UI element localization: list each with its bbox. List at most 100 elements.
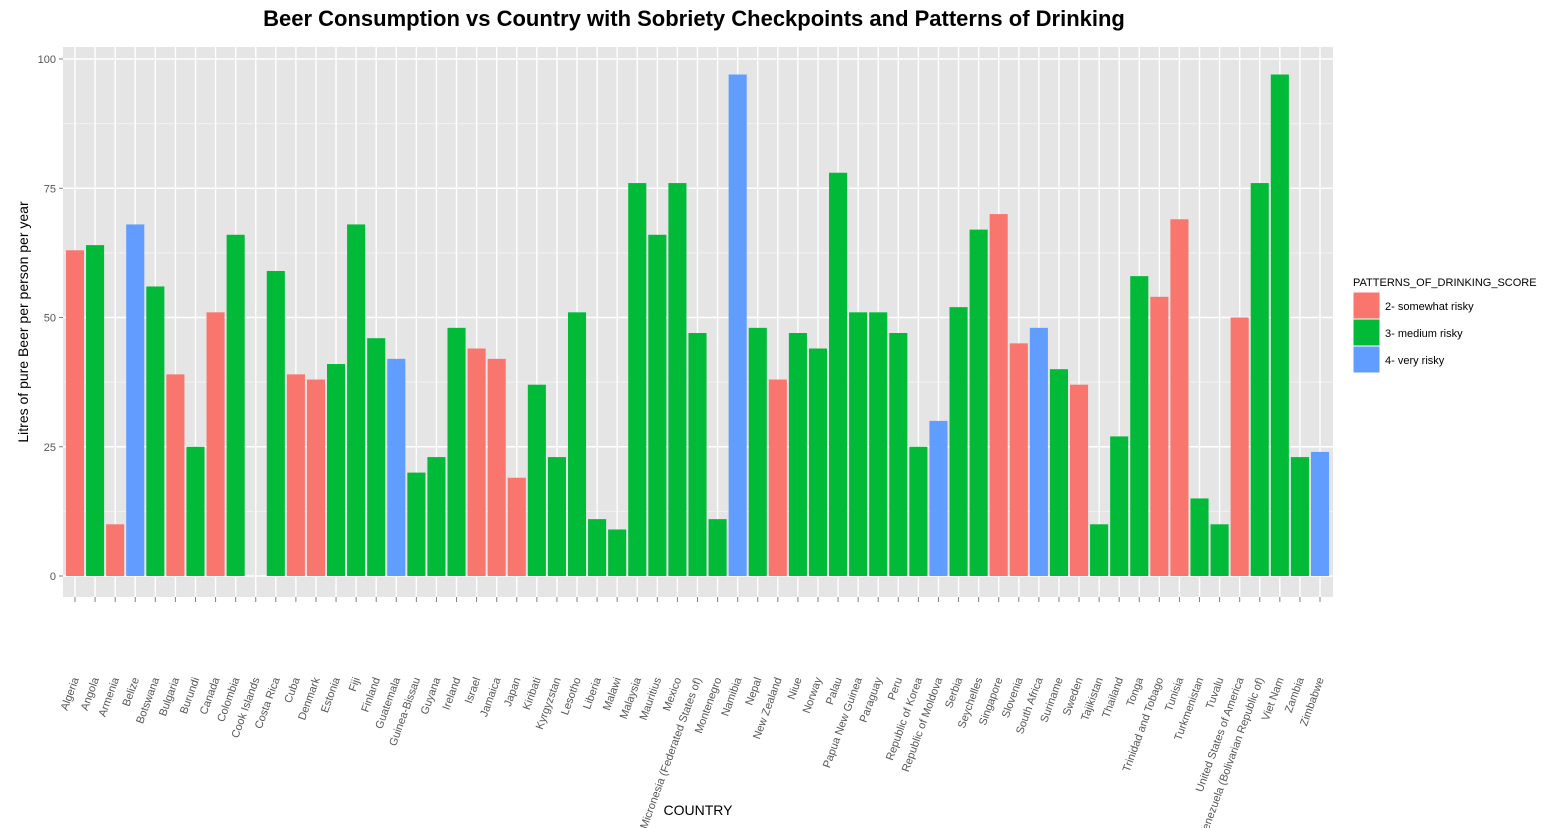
x-tick-label: Nepal [743, 676, 764, 707]
y-tick-label: 25 [44, 442, 56, 454]
x-tick-label: Kiribati [521, 676, 544, 712]
bar [1170, 219, 1189, 576]
bar [1310, 451, 1330, 576]
bar [588, 519, 607, 576]
x-tick-label: Serbia [943, 675, 965, 710]
bar [347, 224, 366, 576]
chart-title: Beer Consumption vs Country with Sobriet… [263, 6, 1125, 31]
bar [1110, 436, 1129, 576]
x-tick-label: Israel [463, 676, 483, 705]
bar [748, 327, 767, 576]
y-axis: 0 25 50 75 100 [38, 54, 63, 583]
bar [808, 348, 828, 576]
bar [447, 327, 466, 576]
bar [467, 348, 486, 576]
bar [65, 250, 85, 577]
bar [286, 374, 305, 576]
bar [909, 446, 928, 576]
bar [1190, 498, 1209, 576]
bar [728, 74, 747, 576]
x-tick-label: Tonga [1125, 675, 1147, 708]
x-tick-label: Niue [786, 676, 805, 701]
bar [768, 379, 787, 576]
bar [989, 214, 1008, 576]
bar [487, 358, 506, 576]
y-tick-label: 75 [44, 183, 56, 195]
bar [1069, 384, 1089, 576]
y-tick-label: 0 [50, 571, 56, 583]
bar [507, 477, 526, 576]
bar [608, 529, 627, 576]
bar [166, 374, 185, 576]
x-tick-label: Cuba [282, 675, 303, 705]
y-axis-title: Litres of pure Beer per person per year [15, 201, 31, 443]
bar [929, 420, 948, 576]
x-tick-label: Liberia [581, 675, 604, 711]
bar [126, 224, 145, 576]
bars [65, 74, 1330, 577]
bar [547, 457, 566, 576]
bar [628, 183, 647, 576]
bar [1049, 369, 1068, 576]
x-tick-label: Estonia [319, 675, 343, 714]
bar [1230, 317, 1249, 576]
bar [226, 234, 245, 576]
x-axis: AlgeriaAngolaArmeniaBelizeBotswanaBulgar… [59, 597, 1327, 828]
bar [186, 446, 205, 576]
bar [869, 312, 888, 576]
bar [306, 379, 326, 576]
bar [829, 172, 848, 577]
bar [889, 333, 908, 576]
legend-label: 4- very risky [1385, 355, 1445, 367]
legend-label: 3- medium risky [1385, 328, 1463, 340]
bar [1090, 524, 1109, 576]
bar [1150, 296, 1169, 576]
bar [387, 358, 406, 576]
bar [86, 245, 105, 576]
bar [106, 524, 125, 576]
bar [1210, 524, 1229, 576]
bar [266, 270, 285, 576]
x-axis-title: COUNTRY [664, 802, 734, 818]
x-tick-label: Norway [801, 675, 825, 715]
bar [708, 519, 727, 576]
bar [1270, 74, 1289, 576]
bar [1029, 327, 1048, 576]
legend-label: 2- somewhat risky [1385, 301, 1474, 313]
legend-swatch [1352, 291, 1381, 320]
x-tick-label: Peru [886, 676, 905, 702]
x-tick-label: Belize [121, 676, 143, 708]
y-tick-label: 100 [38, 54, 56, 66]
bar [1009, 343, 1028, 576]
bar [788, 333, 807, 576]
bar [969, 229, 988, 577]
bar [427, 457, 446, 576]
bar [688, 333, 707, 576]
bar [1130, 276, 1149, 576]
legend: PATTERNS_OF_DRINKING_SCORE 2- somewhat r… [1352, 277, 1537, 374]
y-tick-label: 50 [44, 313, 56, 325]
bar [527, 384, 546, 576]
bar [367, 338, 386, 576]
x-tick-label: Papua New Guinea [821, 675, 865, 770]
bar [206, 312, 225, 576]
bar [1250, 183, 1269, 576]
x-tick-label: Tuvalu [1204, 676, 1226, 711]
bar [327, 364, 346, 576]
bar [949, 307, 968, 576]
bar [668, 183, 687, 576]
x-tick-label: Fiji [347, 676, 363, 693]
legend-swatch [1352, 318, 1381, 347]
x-tick-label: Palau [824, 676, 845, 707]
legend-title: PATTERNS_OF_DRINKING_SCORE [1353, 277, 1537, 289]
x-tick-label: Ireland [441, 676, 464, 712]
legend-swatch [1352, 345, 1381, 374]
x-tick-label: Japan [502, 676, 524, 708]
bar [849, 312, 868, 576]
bar [567, 312, 587, 576]
x-tick-label: Trinidad and Tobago [1121, 676, 1166, 774]
bar [648, 234, 667, 576]
bar [146, 286, 165, 576]
bar [407, 472, 426, 576]
